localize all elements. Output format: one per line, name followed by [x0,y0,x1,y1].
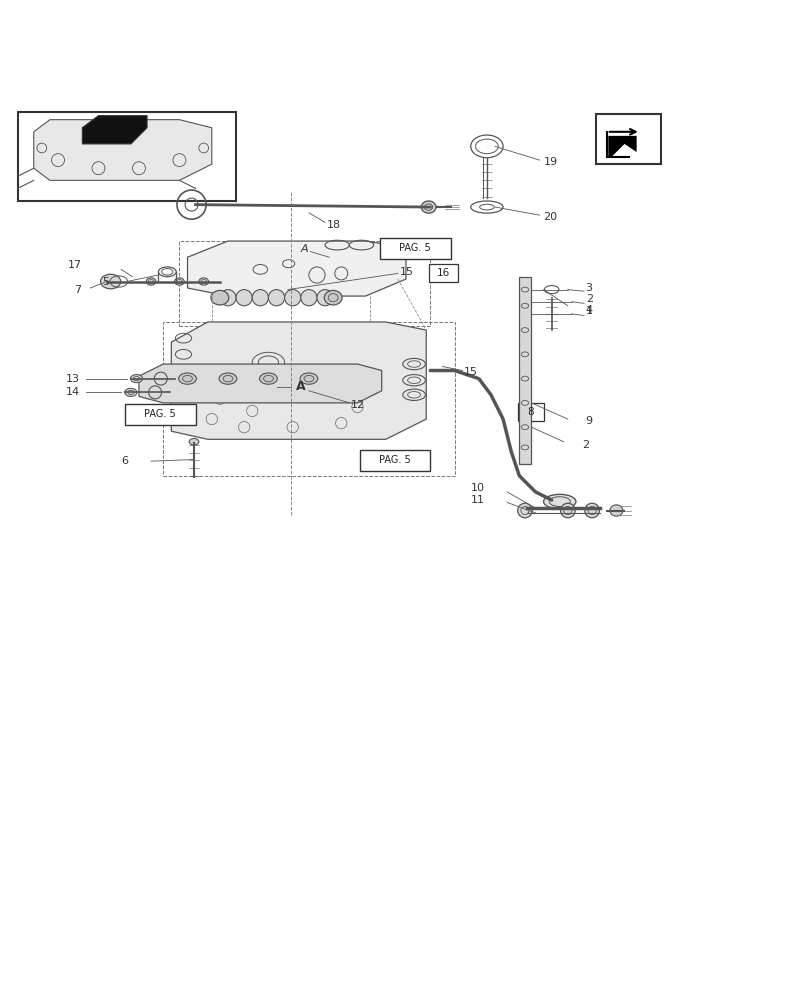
Text: A: A [296,380,305,393]
Ellipse shape [421,201,436,213]
Bar [18,112,236,201]
Ellipse shape [324,290,341,305]
Polygon shape [34,120,212,180]
Text: 14: 14 [66,387,80,397]
Text: 13: 13 [66,374,80,384]
Text: PAG. 5: PAG. 5 [378,455,410,465]
Text: 5: 5 [102,277,109,287]
Text: 3: 3 [585,283,592,293]
Text: 6: 6 [121,456,128,466]
Text: 9: 9 [585,416,592,426]
Ellipse shape [517,503,531,518]
Polygon shape [519,277,530,464]
Text: A: A [301,244,308,254]
Ellipse shape [560,503,574,518]
Text: 15: 15 [464,367,478,377]
Text: 7: 7 [74,285,81,295]
FancyBboxPatch shape [428,264,457,282]
Ellipse shape [584,503,599,518]
Text: 15: 15 [399,267,413,277]
Ellipse shape [252,290,268,306]
Polygon shape [171,322,426,439]
Text: 2: 2 [581,440,589,450]
Ellipse shape [199,278,208,285]
Ellipse shape [268,290,285,306]
Polygon shape [187,241,406,296]
Text: 20: 20 [543,212,557,222]
Text: 1: 1 [585,306,592,316]
FancyBboxPatch shape [125,404,195,425]
Ellipse shape [174,278,184,285]
Ellipse shape [219,373,237,384]
Polygon shape [607,136,636,156]
FancyBboxPatch shape [517,403,543,421]
Ellipse shape [220,290,236,306]
Ellipse shape [300,290,316,306]
Text: PAG. 5: PAG. 5 [398,243,431,253]
Ellipse shape [189,438,199,445]
Text: 12: 12 [350,400,365,410]
FancyBboxPatch shape [380,238,450,259]
FancyBboxPatch shape [359,450,430,471]
Polygon shape [139,364,381,403]
Text: 19: 19 [543,157,557,167]
Text: 4: 4 [585,305,592,315]
Polygon shape [82,116,147,144]
Ellipse shape [609,505,622,516]
Text: PAG. 5: PAG. 5 [144,409,176,419]
Ellipse shape [543,494,575,509]
Text: 18: 18 [326,220,341,230]
Ellipse shape [299,373,317,384]
Ellipse shape [131,375,143,383]
Ellipse shape [178,373,196,384]
Ellipse shape [211,290,229,305]
Ellipse shape [285,290,300,306]
Ellipse shape [236,290,252,306]
Ellipse shape [125,388,137,396]
Bar [595,114,660,164]
Text: 11: 11 [470,495,484,505]
Ellipse shape [146,278,156,285]
Text: 2: 2 [585,294,592,304]
Text: 8: 8 [526,407,534,417]
Text: 17: 17 [67,260,82,270]
Ellipse shape [260,373,277,384]
Text: 16: 16 [436,268,449,278]
Ellipse shape [101,274,121,289]
Ellipse shape [316,290,333,306]
Text: 10: 10 [470,483,484,493]
